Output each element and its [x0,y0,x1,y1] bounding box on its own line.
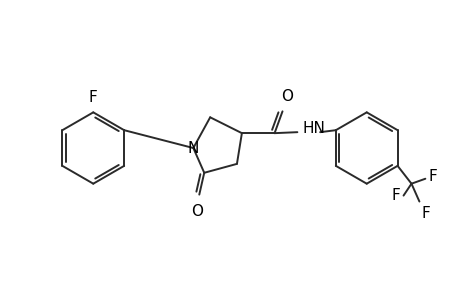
Text: O: O [281,89,293,104]
Text: F: F [427,169,436,184]
Text: O: O [191,203,203,218]
Text: HN: HN [302,121,325,136]
Text: F: F [391,188,400,203]
Text: F: F [89,90,97,105]
Text: F: F [420,206,429,221]
Text: N: N [187,140,199,155]
